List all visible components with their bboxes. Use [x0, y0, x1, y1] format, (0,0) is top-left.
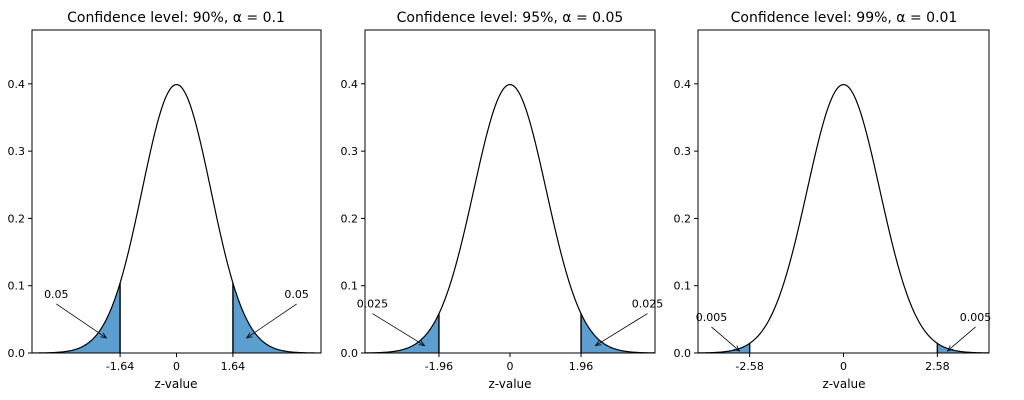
panel-1-ytick-label: 0.2: [8, 212, 26, 225]
panel-3-xtick-label: 0: [840, 360, 847, 373]
panel-3-ytick-label: 0.0: [674, 347, 692, 360]
panel-3-ytick-label: 0.2: [674, 212, 692, 225]
panel-1-ytick-label: 0.3: [8, 145, 26, 158]
panel-3-annotation-arrowhead: [946, 345, 954, 352]
panel-1: Confidence level: 90%, α = 0.1 0.0 0.1 0.2…: [8, 10, 322, 391]
panel-3-ytick-label: 0.4: [674, 78, 692, 91]
panel-2-annotation-label: 0.025: [632, 298, 664, 311]
panel-3-ytick-label: 0.1: [674, 280, 692, 293]
panel-1-axes-frame: [31, 29, 322, 354]
panel-1-xtick-label: 1.64: [221, 360, 246, 373]
panel-1-annotation-arrowhead: [100, 332, 108, 339]
panel-2-axes-frame: [364, 29, 656, 354]
panel-2: Confidence level: 95%, α = 0.05 0.00.10.…: [341, 10, 664, 391]
panel-3-annotation-arrowhead: [733, 345, 741, 352]
panel-2-plot: 0.0 0.1 0.2 0.3 0.4 -1.96 0 1.96 0.025 0.025: [341, 29, 664, 373]
panel-1-xtick-label: 0: [173, 360, 180, 373]
panel-1-ytick-label: 0.4: [8, 78, 26, 91]
panel-2-ytick-label: 0.2: [341, 212, 359, 225]
panel-1-annotation-label: 0.05: [284, 288, 309, 301]
panel-1-ytick-label: 0.0: [8, 347, 26, 360]
panel-3-xtick-label: -2.58: [735, 360, 763, 373]
panel-3-ytick-label: 0.3: [674, 145, 692, 158]
panel-3-annotation-label: 0.005: [960, 311, 992, 324]
panel-2-xlabel: z-value: [488, 377, 531, 391]
panel-2-ytick-label: 0.0: [341, 347, 359, 360]
panel-1-title: Confidence level: 90%, α = 0.1: [67, 10, 285, 26]
panel-2-density-curve: [364, 83, 656, 354]
panel-2-xtick-label: -1.96: [425, 360, 453, 373]
panel-3-density-curve: [697, 83, 990, 354]
panel-2-xtick-label: 0: [507, 360, 514, 373]
panel-1-annotation-arrowhead: [245, 332, 253, 339]
panel-2-annotation-arrow: [372, 313, 425, 346]
panel-3-plot: 0.0 0.1 0.2 0.3 0.4 -2.58 0 2.58 0.005 0.005: [674, 29, 992, 373]
panel-3-left-tail: [698, 343, 750, 353]
panel-2-annotation-label: 0.025: [357, 298, 389, 311]
panel-3-title: Confidence level: 99%, α = 0.01: [731, 10, 958, 26]
panel-2-annotation-arrowhead: [594, 340, 602, 347]
panel-1-annotation-label: 0.05: [44, 288, 69, 301]
panel-1-annotation-arrow: [56, 303, 107, 339]
panel-2-title: Confidence level: 95%, α = 0.05: [397, 10, 624, 26]
panel-2-ytick-label: 0.4: [341, 78, 359, 91]
panel-3: Confidence level: 99%, α = 0.01 0.00.10.…: [674, 10, 992, 391]
panel-3-right-tail: [937, 343, 989, 353]
panel-2-ytick-label: 0.1: [341, 280, 359, 293]
panel-1-right-tail: [232, 283, 321, 353]
panel-1-left-tail: [32, 283, 121, 353]
panel-3-xlabel: z-value: [822, 377, 865, 391]
panel-3-axes-frame: [697, 29, 990, 354]
panel-1-plot: 0.0 0.1 0.2 0.3 0.4 -1.64 0 1.64 0.05 0.05: [8, 29, 322, 373]
panel-2-xtick-label: 1.96: [569, 360, 594, 373]
panel-1-ytick-label: 0.1: [8, 280, 26, 293]
panel-3-annotation-label: 0.005: [696, 311, 728, 324]
panel-1-annotation-arrow: [246, 303, 297, 339]
panel-3-annotation-arrow: [947, 326, 976, 352]
panel-2-ytick-label: 0.3: [341, 145, 359, 158]
panel-3-annotation-arrow: [711, 326, 740, 352]
panel-2-annotation-arrowhead: [418, 340, 426, 347]
panel-2-annotation-arrow: [595, 313, 648, 346]
panel-3-xtick-label: 2.58: [925, 360, 950, 373]
panel-1-xtick-label: -1.64: [106, 360, 134, 373]
panel-1-density-curve: [31, 83, 322, 354]
panel-1-xlabel: z-value: [154, 377, 197, 391]
